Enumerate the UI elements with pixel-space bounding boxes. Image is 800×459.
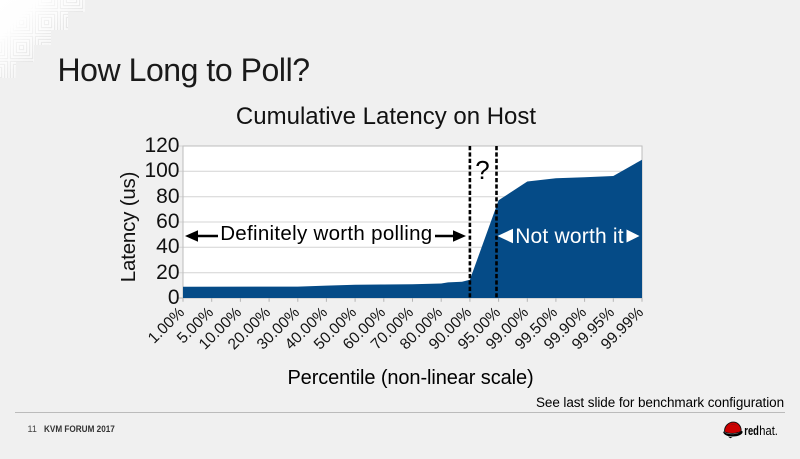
svg-text:red: red: [744, 423, 759, 438]
svg-text:hat.: hat.: [759, 423, 778, 438]
